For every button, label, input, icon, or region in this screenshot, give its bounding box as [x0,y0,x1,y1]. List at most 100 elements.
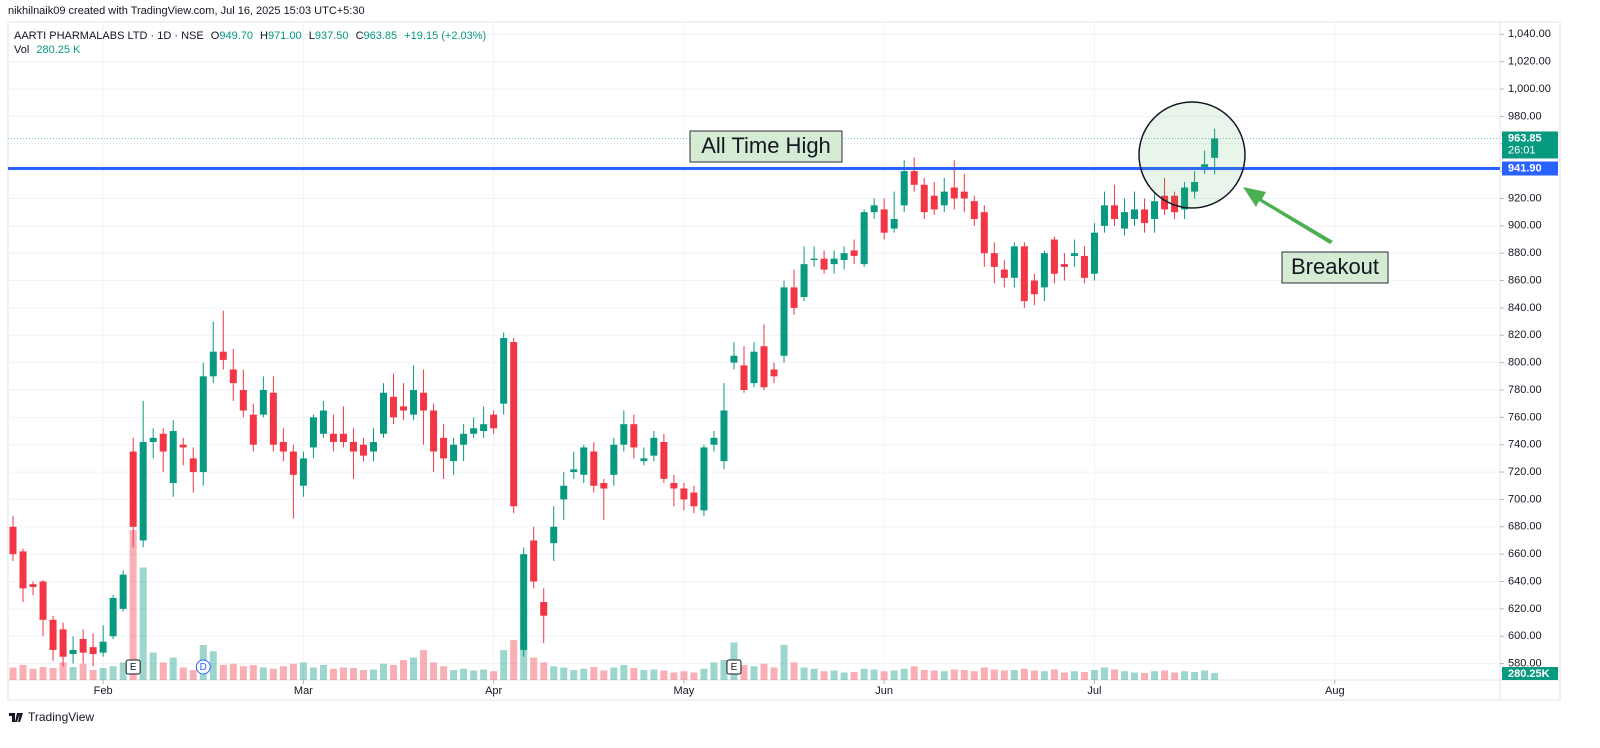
candle-body [159,433,167,452]
candle-body [950,187,958,199]
candle-body [660,441,668,479]
c-label: C [356,30,364,42]
volume-bar [450,670,458,680]
header: nikhilnaik09 created with TradingView.co… [8,5,365,17]
candle-body [970,201,978,219]
volume-bar [1110,669,1118,680]
candle-body [520,554,528,650]
candle-body [750,351,758,384]
y-tick-label: 920.00 [1508,192,1542,204]
volume-bar [550,666,558,680]
volume-bar [610,667,618,680]
candle-body [209,351,217,377]
volume-bar [530,657,538,680]
y-tick-label: 800.00 [1508,357,1542,369]
volume-bar [520,642,528,680]
candle-body [890,218,898,229]
candle-body [960,191,968,199]
breakout-annotation-box [1281,251,1389,284]
frame [7,21,1561,701]
countdown-label: 26:01 [1508,144,1536,156]
candle-body [99,641,107,653]
y-tick-label: 620.00 [1508,603,1542,615]
volume-bar [1030,670,1038,680]
volume-bar [269,668,277,680]
volume-bar [920,670,928,680]
candle-body [710,437,718,445]
volume-bar [810,668,818,680]
candle-body [690,492,698,507]
volume-bar [850,672,858,680]
volume-bar [860,668,868,680]
volume-bar [660,670,668,680]
candle-body [590,451,598,486]
volume-bar [990,669,998,680]
volume-bar [590,667,598,680]
volume-bar [490,671,498,680]
volume-bar [390,665,398,680]
volume-bar [1090,670,1098,680]
candle-body [510,342,518,507]
volume-bar [89,670,97,680]
candle-body [79,638,87,653]
change: +19.15 (+2.03%) [404,30,486,42]
volume-bar [319,665,327,680]
x-tick-label: May [674,685,695,697]
volume-bar [470,670,478,680]
candle-body [880,209,888,233]
candle-body [1181,187,1189,210]
volume-bar [119,662,127,680]
l-label: L [309,30,315,42]
volume-bar [259,667,267,680]
o-label: O [211,30,220,42]
candle-body [309,417,317,448]
volume-bar [500,650,508,680]
ath-annotation: All Time High [701,133,831,158]
candle-body [49,619,57,650]
y-tick-label: 820.00 [1508,329,1542,341]
candle-body [129,451,137,527]
volume-bar [109,666,117,680]
breakout-arrow [1243,187,1333,244]
candle-body [530,540,538,582]
volume-bar [179,667,187,680]
candle-body [610,444,618,475]
volume-bar [410,657,418,680]
volume-bar [950,669,958,680]
candle-body [1070,253,1078,256]
volume-bar [770,667,778,680]
volume-bar [39,667,47,680]
candle-body [980,212,988,254]
candle-body [790,287,798,308]
volume-bar [700,668,708,680]
volume-bar [1151,671,1159,680]
volume-bar [710,662,718,680]
volume-bar [460,668,468,680]
y-tick-label: 980.00 [1508,110,1542,122]
candle-body [149,437,157,442]
candle-body [560,485,568,500]
candle-body [440,437,448,459]
symbol: AARTI PHARMALABS LTD · 1D · NSE [14,30,204,42]
candle-body [19,551,27,589]
breakout-circle [1138,101,1246,209]
low-value: 937.50 [315,30,349,42]
candle-body [760,346,768,388]
candle-body [1120,212,1128,229]
volume-bar [1070,671,1078,680]
y-tick-label: 780.00 [1508,384,1542,396]
legend-volume: Vol 280.25 K [14,44,81,56]
y-tick-label: 860.00 [1508,274,1542,286]
candle-body [940,191,948,206]
candle-body [490,414,498,429]
volume-bar [299,662,307,680]
footer-text: TradingView [28,710,94,724]
candle-body [390,396,398,418]
vol-value: 280.25 K [36,44,81,56]
candle-body [410,389,418,415]
volume-bar [680,671,688,680]
volume-bar [239,666,247,680]
candle-body [830,258,838,265]
breakout-annotation: Breakout [1291,254,1379,279]
